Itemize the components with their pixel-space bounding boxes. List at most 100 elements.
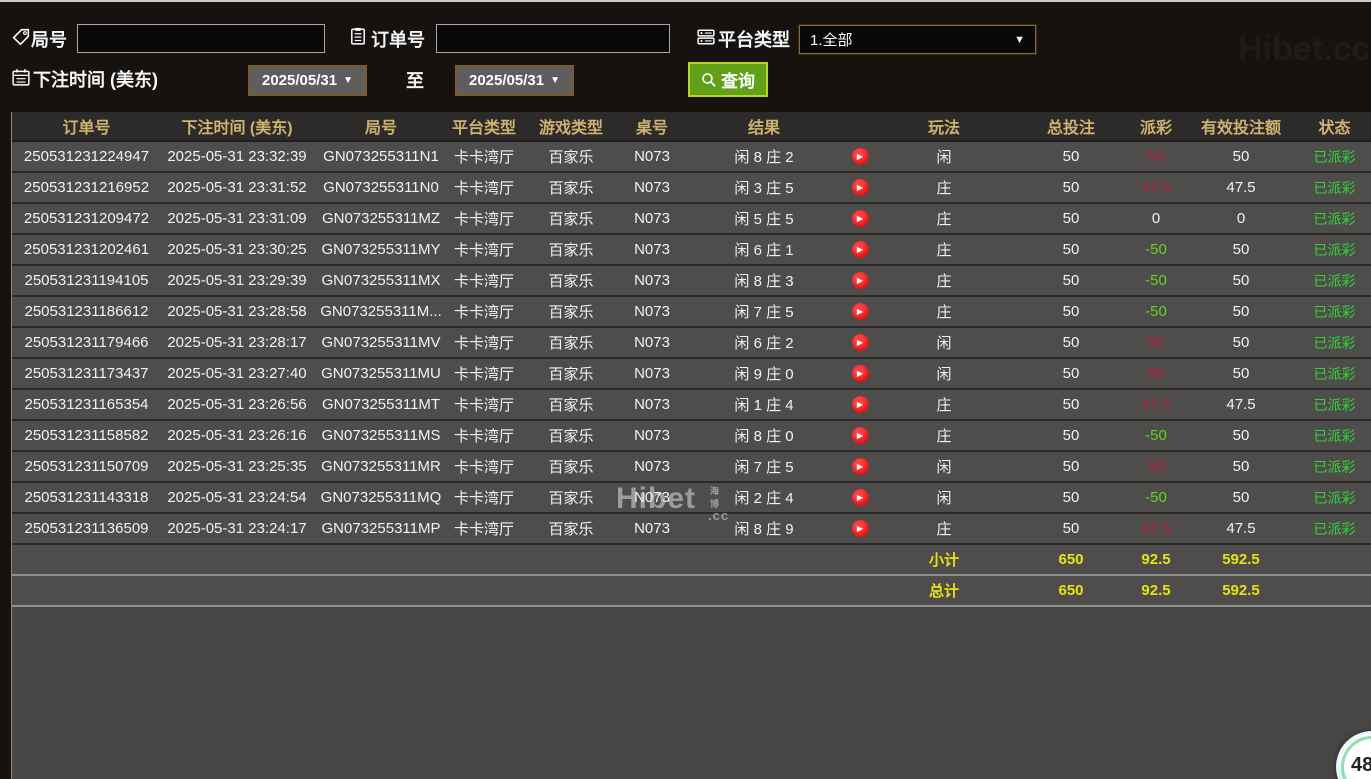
table-row: 250531231143318 2025-05-31 23:24:54 GN07…: [12, 483, 1371, 514]
replay-icon[interactable]: ▶: [851, 210, 869, 227]
time-cell: 2025-05-31 23:24:54: [167, 489, 307, 506]
order-cell: 250531231143318: [24, 489, 149, 506]
replay-icon[interactable]: ▶: [851, 303, 869, 320]
replay-icon[interactable]: ▶: [851, 241, 869, 258]
status-cell: 已派彩: [1313, 210, 1356, 227]
replay-icon[interactable]: ▶: [851, 365, 869, 382]
bet-cell: 50: [1062, 520, 1080, 537]
chevron-down-icon: ▼: [1014, 33, 1025, 46]
replay-icon[interactable]: ▶: [851, 179, 869, 196]
subtotal-label: 小计: [928, 552, 959, 569]
valid-bet-cell: 0: [1236, 210, 1246, 227]
replay-icon[interactable]: ▶: [851, 427, 869, 444]
search-button[interactable]: 查询: [688, 62, 768, 97]
play-cell: 闲: [936, 490, 952, 507]
col-header-table: 桌号: [635, 120, 668, 137]
table-row: 250531231150709 2025-05-31 23:25:35 GN07…: [12, 452, 1371, 483]
result-cell: 闲 7 庄 5: [734, 459, 794, 476]
time-cell: 2025-05-31 23:28:58: [167, 303, 307, 320]
replay-icon[interactable]: ▶: [851, 458, 869, 475]
replay-icon[interactable]: ▶: [851, 334, 869, 351]
time-cell: 2025-05-31 23:32:39: [167, 148, 307, 165]
date-from-value: 2025/05/31: [262, 72, 338, 89]
result-cell: 闲 5 庄 5: [734, 211, 794, 228]
result-cell: 闲 9 庄 0: [734, 366, 794, 383]
play-cell: 闲: [936, 366, 952, 383]
replay-icon[interactable]: ▶: [851, 396, 869, 413]
round-cell: GN073255311N0: [323, 179, 439, 196]
payout-cell: 47.5: [1141, 179, 1171, 196]
floating-badge[interactable]: 48: [1336, 731, 1371, 779]
date-from-picker[interactable]: 2025/05/31 ▼: [248, 65, 367, 96]
round-cell: GN073255311MV: [321, 334, 441, 351]
platform-type-select[interactable]: 1.全部 ▼: [799, 25, 1036, 54]
result-cell: 闲 8 庄 2: [734, 149, 794, 166]
play-cell: 庄: [936, 428, 952, 445]
replay-icon[interactable]: ▶: [851, 148, 869, 165]
result-cell: 闲 2 庄 4: [734, 490, 794, 507]
platform-cell: 卡卡湾厅: [453, 459, 514, 476]
round-no-input[interactable]: [77, 24, 325, 53]
bet-cell: 50: [1062, 489, 1080, 506]
col-header-platform: 平台类型: [451, 120, 516, 137]
round-cell: GN073255311MT: [321, 396, 441, 413]
order-cell: 250531231224947: [23, 148, 150, 165]
col-header-status: 状态: [1318, 120, 1351, 137]
status-cell: 已派彩: [1313, 458, 1356, 475]
status-cell: 已派彩: [1313, 489, 1356, 506]
time-cell: 2025-05-31 23:25:35: [167, 458, 307, 475]
payout-cell: 50: [1147, 458, 1165, 475]
col-header-result: 结果: [747, 120, 780, 137]
game-cell: 百家乐: [548, 521, 594, 538]
game-cell: 百家乐: [548, 149, 594, 166]
play-cell: 庄: [936, 180, 952, 197]
replay-icon[interactable]: ▶: [851, 272, 869, 289]
payout-cell: 0: [1151, 210, 1161, 227]
replay-icon[interactable]: ▶: [851, 520, 869, 537]
play-cell: 庄: [936, 397, 952, 414]
total-row: 总计 650 92.5 592.5: [12, 576, 1371, 607]
payout-cell: 50: [1147, 365, 1165, 382]
play-cell: 庄: [936, 242, 952, 259]
col-header-valid: 有效投注额: [1200, 120, 1281, 137]
table-no-cell: N073: [634, 520, 670, 537]
order-cell: 250531231150709: [24, 458, 149, 475]
total-bet: 650: [1058, 582, 1084, 599]
table-no-cell: N073: [634, 427, 670, 444]
payout-cell: -50: [1145, 241, 1167, 258]
table-row: 250531231202461 2025-05-31 23:30:25 GN07…: [12, 235, 1371, 266]
round-cell: GN073255311MZ: [321, 210, 441, 227]
platform-type-label: 平台类型: [718, 30, 790, 50]
payout-cell: 47.5: [1141, 396, 1171, 413]
valid-bet-cell: 50: [1232, 241, 1250, 258]
chevron-down-icon: ▼: [343, 75, 353, 86]
bet-cell: 50: [1062, 427, 1080, 444]
col-header-play: 玩法: [927, 120, 960, 137]
game-cell: 百家乐: [548, 428, 594, 445]
game-cell: 百家乐: [548, 242, 594, 259]
status-cell: 已派彩: [1313, 179, 1356, 196]
valid-bet-cell: 50: [1232, 427, 1250, 444]
replay-icon[interactable]: ▶: [851, 489, 869, 506]
table-no-cell: N073: [634, 179, 670, 196]
bet-cell: 50: [1062, 210, 1080, 227]
table-no-cell: N073: [634, 241, 670, 258]
search-icon: [702, 72, 716, 87]
time-cell: 2025-05-31 23:31:52: [167, 179, 307, 196]
col-header-time: 下注时间 (美东): [181, 120, 293, 137]
round-cell: GN073255311MY: [321, 241, 441, 258]
status-cell: 已派彩: [1313, 365, 1356, 382]
chevron-down-icon: ▼: [550, 75, 560, 86]
subtotal-bet: 650: [1058, 551, 1084, 568]
valid-bet-cell: 50: [1232, 458, 1250, 475]
round-no-label: 局号: [31, 30, 67, 50]
status-cell: 已派彩: [1313, 241, 1356, 258]
badge-count: 48: [1351, 754, 1371, 776]
col-header-replay: [847, 112, 873, 140]
date-to-picker[interactable]: 2025/05/31 ▼: [455, 65, 574, 96]
order-no-input[interactable]: [436, 24, 670, 53]
platform-cell: 卡卡湾厅: [453, 335, 514, 352]
platform-cell: 卡卡湾厅: [453, 428, 514, 445]
order-cell: 250531231186612: [24, 303, 149, 320]
bet-cell: 50: [1062, 334, 1080, 351]
